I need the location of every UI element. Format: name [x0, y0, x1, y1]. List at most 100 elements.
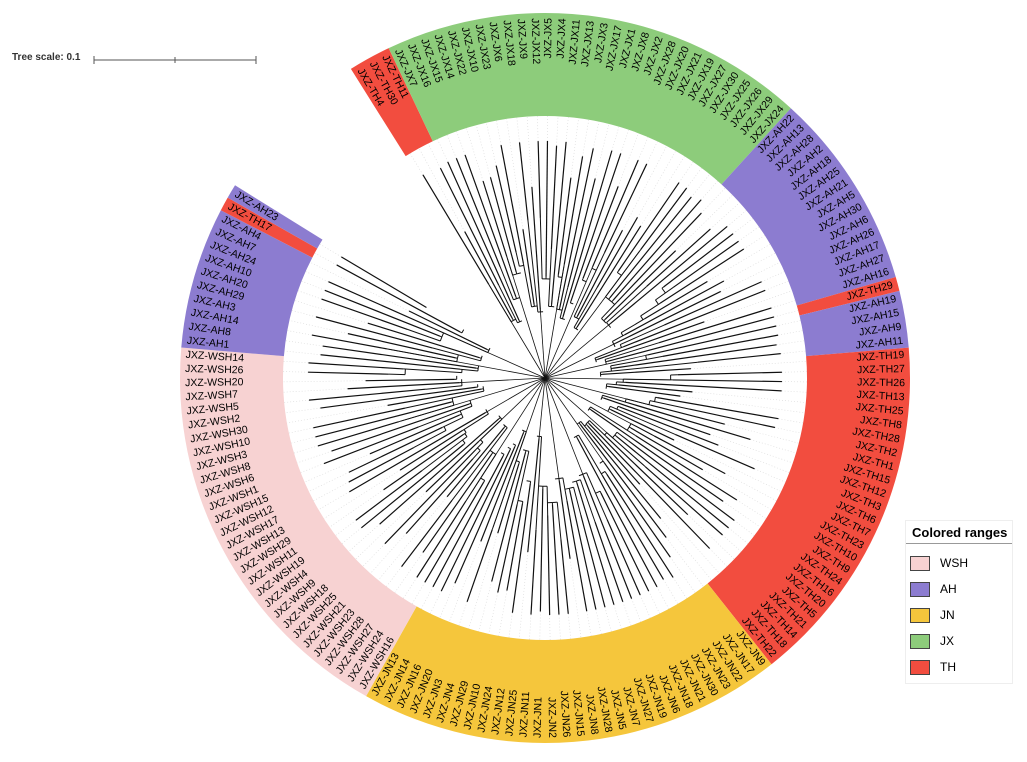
leaf-label: JXZ-WSH7: [185, 388, 238, 403]
internal-branch: [606, 286, 647, 323]
leaf-guide-line: [727, 210, 747, 227]
internal-branch: [573, 252, 605, 317]
range-arc-ah: [227, 185, 323, 249]
leaf-branch: [697, 353, 781, 363]
leaf-label: JXZ-JX11: [567, 19, 583, 65]
internal-branch: [459, 331, 463, 334]
internal-branch: [582, 474, 584, 477]
leaf-branch: [675, 433, 755, 470]
internal-branch: [523, 430, 525, 433]
internal-branch: [491, 452, 494, 455]
internal-node-arc: [601, 318, 605, 322]
leaf-branch: [619, 406, 719, 446]
leaf-guide-line: [660, 518, 712, 581]
leaf-branch: [491, 452, 527, 582]
leaf-branch: [579, 424, 667, 538]
leaf-guide-line: [771, 300, 796, 309]
leaf-guide-line: [409, 153, 424, 176]
leaf-branch: [331, 403, 470, 452]
leaf-label: JXZ-TH25: [855, 401, 904, 417]
leaf-branch: [615, 290, 722, 344]
leaf-branch: [608, 385, 681, 397]
internal-node-arc: [558, 276, 563, 278]
leaf-label: JXZ-JN15: [570, 689, 587, 737]
leaf-branch: [313, 407, 406, 429]
leaf-branch: [624, 280, 725, 336]
leaf-guide-line: [631, 598, 642, 622]
leaf-guide-line: [293, 445, 319, 454]
internal-branch: [604, 471, 608, 475]
internal-node-arc: [595, 490, 601, 494]
internal-branch: [611, 299, 614, 303]
internal-branch: [561, 316, 564, 319]
range-arc-jx: [388, 12, 791, 185]
leaf-branch: [379, 418, 500, 525]
internal-branch: [421, 436, 468, 472]
internal-branch: [601, 301, 618, 319]
leaf-branch: [606, 519, 641, 596]
internal-branch: [616, 431, 629, 442]
leaf-guide-line: [611, 126, 620, 151]
internal-branch: [425, 385, 463, 390]
internal-node-arc: [498, 415, 501, 418]
leaf-branch: [530, 529, 537, 615]
internal-node-arc: [573, 435, 577, 439]
legend-swatch: [910, 581, 930, 597]
internal-branch: [585, 424, 589, 427]
leaf-guide-line: [781, 390, 807, 393]
leaf-branch: [405, 458, 474, 534]
internal-branch: [518, 461, 520, 464]
leaf-branch: [320, 354, 461, 370]
internal-node-arc: [617, 272, 622, 276]
internal-node-arc: [525, 450, 529, 452]
leaf-guide-line: [725, 473, 777, 502]
leaf-guide-line: [486, 122, 497, 166]
internal-node-arc: [516, 460, 520, 463]
internal-branch: [616, 270, 619, 273]
internal-node-arc: [521, 429, 525, 432]
leaf-guide-line: [734, 520, 755, 536]
internal-branch: [404, 390, 485, 409]
leaf-branch: [365, 378, 455, 382]
leaf-branch: [610, 409, 675, 441]
leaf-guide-line: [704, 290, 793, 323]
root-branch: [480, 377, 546, 441]
internal-node-arc: [606, 322, 609, 326]
leaf-guide-line: [285, 407, 321, 414]
internal-branch: [432, 347, 481, 362]
internal-branch: [515, 252, 520, 267]
range-arc-ah: [799, 290, 909, 357]
leaf-guide-line: [724, 423, 799, 444]
leaf-guide-line: [765, 280, 789, 291]
leaf-label: JXZ-AH1: [186, 335, 230, 351]
leaf-guide-line: [283, 360, 309, 364]
leaf-branch: [617, 182, 680, 272]
leaf-branch: [623, 289, 766, 348]
leaf-label: JXZ-JN25: [503, 689, 520, 737]
internal-node-arc: [640, 315, 644, 321]
leaf-guide-line: [506, 118, 524, 230]
internal-branch: [655, 287, 674, 301]
leaf-branch: [601, 475, 664, 580]
leaf-label: JXZ-JX13: [579, 20, 597, 67]
leaf-branch: [580, 514, 606, 608]
leaf-branch: [663, 281, 762, 326]
leaf-label: JXZ-JX18: [501, 19, 518, 66]
leaf-guide-line: [288, 427, 314, 434]
leaf-branch: [558, 480, 571, 559]
internal-branch: [463, 442, 466, 445]
leaf-label: JXZ-WSH26: [185, 363, 244, 376]
internal-node-arc: [480, 439, 484, 443]
leaf-branch: [618, 384, 693, 393]
internal-branch: [486, 349, 490, 351]
legend-swatch: [910, 607, 930, 623]
leaf-guide-line: [594, 123, 610, 179]
leaf-label: JXZ-TH13: [856, 389, 905, 404]
leaf-guide-line: [617, 133, 639, 187]
internal-branch: [460, 368, 478, 372]
leaf-guide-line: [394, 552, 424, 593]
leaf-guide-line: [284, 350, 321, 356]
internal-branch: [649, 400, 690, 410]
internal-node-arc: [582, 279, 587, 283]
internal-node-arc: [512, 273, 517, 276]
